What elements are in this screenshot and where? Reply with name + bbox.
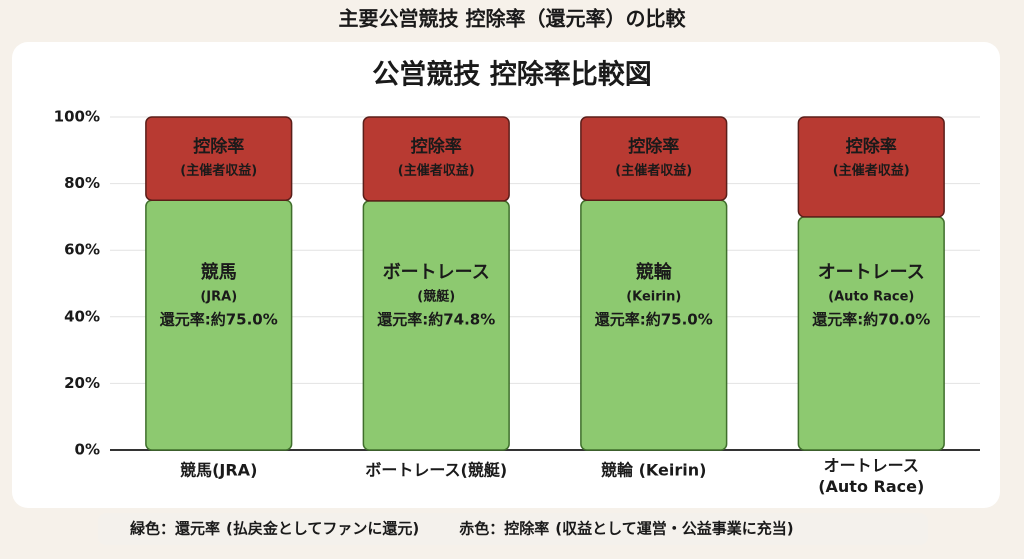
x-tick-label: オートレース(Auto Race) xyxy=(818,456,924,496)
legend-key: 緑色：還元率 xyxy=(130,520,220,538)
segment-sublabel: (主催者収益) xyxy=(833,163,910,179)
y-tick-label: 100% xyxy=(54,108,100,126)
bar-subtitle: (JRA) xyxy=(200,290,237,305)
bar-segment xyxy=(145,116,293,201)
bar-subtitle: (Auto Race) xyxy=(828,290,914,305)
y-tick-label: 0% xyxy=(75,441,100,459)
segment-label: 控除率 xyxy=(193,136,244,157)
x-tick-label: ボートレース(競艇) xyxy=(365,461,507,480)
chart-title: 公営競技 控除率比較図 xyxy=(372,59,651,91)
bar-segment xyxy=(797,116,945,218)
value-label: 還元率:約75.0% xyxy=(595,311,713,329)
bar-subtitle: (Keirin) xyxy=(626,290,681,305)
segment-label: 控除率 xyxy=(628,136,679,157)
x-tick-label: 競馬(JRA) xyxy=(180,461,257,480)
value-label: 還元率:約75.0% xyxy=(160,311,278,329)
legend-key: 赤色：控除率 xyxy=(459,520,549,538)
segment-sublabel: (主催者収益) xyxy=(398,163,475,179)
segment-sublabel: (主催者収益) xyxy=(615,163,692,179)
value-label: 還元率:約74.8% xyxy=(377,311,495,329)
y-tick-label: 40% xyxy=(64,307,100,325)
bar-title: オートレース xyxy=(818,262,925,283)
y-tick-label: 80% xyxy=(64,174,100,192)
legend-text: (払戻金としてファンに還元) xyxy=(226,520,419,538)
x-tick-label: 競輪 (Keirin) xyxy=(601,461,706,480)
y-tick-label: 60% xyxy=(64,241,100,259)
page-title: 主要公営競技 控除率（還元率）の比較 xyxy=(339,7,687,31)
bar-segment xyxy=(362,116,510,202)
legend-text: (収益として運営・公益事業に充当) xyxy=(555,520,793,538)
segment-label: 控除率 xyxy=(846,136,897,157)
bar-subtitle: (競艇) xyxy=(417,289,455,305)
bar-segment xyxy=(797,216,945,451)
y-tick-label: 20% xyxy=(64,374,100,392)
bar-segment xyxy=(580,116,728,201)
bar-title: ボートレース xyxy=(383,262,490,283)
bar-title: 競輪 xyxy=(636,261,673,283)
segment-sublabel: (主催者収益) xyxy=(180,163,257,179)
value-label: 還元率:約70.0% xyxy=(812,311,930,329)
segment-label: 控除率 xyxy=(411,136,462,157)
bar-title: 競馬 xyxy=(201,261,237,283)
legend-box xyxy=(98,513,928,545)
